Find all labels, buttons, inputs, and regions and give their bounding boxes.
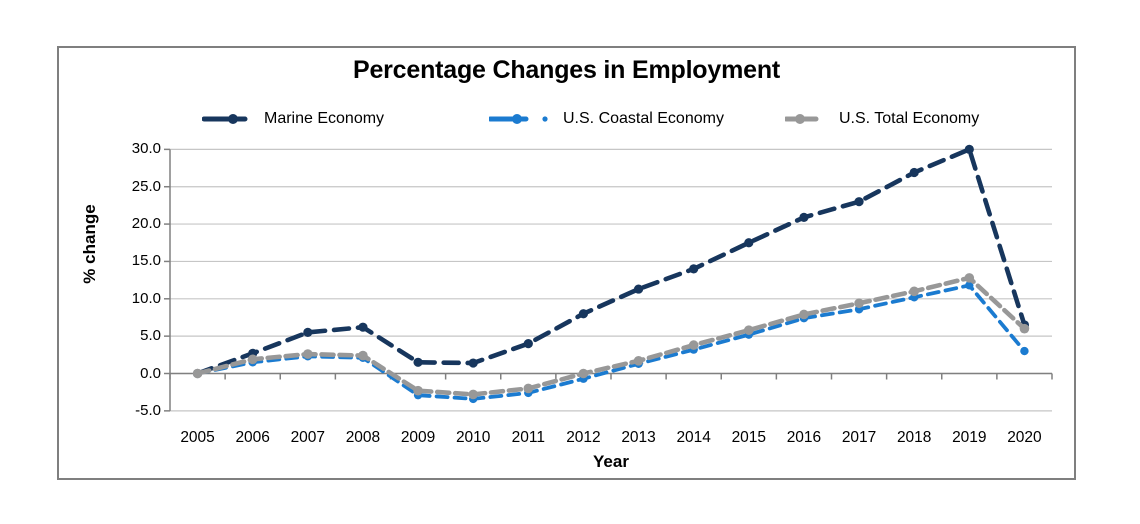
- x-tick-label: 2017: [841, 429, 877, 446]
- x-tick-label: 2010: [455, 429, 491, 446]
- x-tick-label: 2012: [566, 429, 601, 446]
- legend-item-coastal-economy: U.S. Coastal Economy: [489, 108, 724, 130]
- x-tick-label: 2016: [786, 429, 822, 446]
- x-tick-label: 2007: [290, 429, 326, 446]
- legend-item-marine-economy: Marine Economy: [202, 108, 384, 130]
- y-tick-label: -5.0: [135, 401, 161, 419]
- y-tick-label: 5.0: [140, 327, 161, 345]
- y-tick-label: 20.0: [131, 215, 161, 233]
- y-tick-label: 25.0: [131, 177, 161, 195]
- x-tick-label: 2008: [345, 429, 381, 446]
- legend-item-total-economy: U.S. Total Economy: [785, 108, 979, 130]
- x-tick-label: 2018: [896, 429, 932, 446]
- x-tick-label: 2009: [400, 429, 436, 446]
- x-tick-label: 2005: [180, 429, 215, 446]
- legend-marker-marine-icon: [202, 114, 248, 124]
- chart-title: Percentage Changes in Employment: [352, 56, 781, 84]
- x-tick-label: 2020: [1007, 429, 1042, 446]
- x-tick-label: 2014: [676, 429, 711, 446]
- x-tick-label: 2006: [235, 429, 270, 446]
- x-tick-label: 2015: [731, 429, 767, 446]
- legend-label-total: U.S. Total Economy: [839, 110, 980, 127]
- legend-label-marine: Marine Economy: [264, 110, 385, 127]
- x-tick-label: 2013: [621, 429, 656, 446]
- legend-marker-coastal-icon: [489, 114, 548, 124]
- y-tick-label: 30.0: [131, 140, 161, 158]
- legend-marker-total-icon: [785, 114, 819, 124]
- y-tick-label: 15.0: [131, 252, 161, 270]
- x-tick-label: 2011: [511, 429, 545, 446]
- y-tick-label: 0.0: [140, 364, 161, 382]
- y-tick-label: 10.0: [131, 289, 161, 307]
- legend-label-coastal: U.S. Coastal Economy: [563, 110, 724, 127]
- figure-border: Percentage Changes in Employment Marine …: [57, 46, 1076, 480]
- x-axis-title: Year: [593, 452, 629, 471]
- x-tick-label: 2019: [952, 429, 987, 446]
